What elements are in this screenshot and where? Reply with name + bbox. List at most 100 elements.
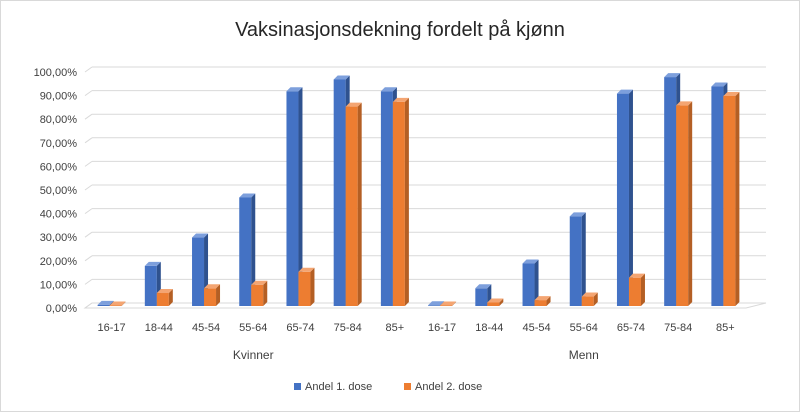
bar-top: [286, 87, 303, 92]
bar-top: [380, 87, 397, 92]
legend-swatch: [404, 383, 411, 390]
x-tick-label: 55-64: [239, 322, 267, 334]
axes: [83, 302, 767, 309]
legend-item: Andel 2. dose: [404, 381, 482, 393]
bar: [581, 292, 598, 306]
legend-label: Andel 2. dose: [415, 381, 482, 393]
y-tick-label: 0,00%: [46, 303, 77, 315]
bar-top: [392, 97, 409, 102]
bar-side: [593, 292, 598, 306]
legend: Andel 1. dose Andel 2. dose: [294, 381, 482, 393]
bar: [251, 280, 268, 306]
bar-front: [616, 93, 629, 306]
bar-front: [109, 305, 122, 307]
x-tick-label: 18-44: [475, 322, 503, 334]
bar-front: [475, 288, 488, 306]
bar-front: [333, 79, 346, 306]
bar-side: [640, 273, 645, 306]
bar-side: [404, 97, 409, 306]
bar-front: [522, 263, 535, 306]
bar: [628, 273, 645, 306]
x-tick-label: 85+: [716, 322, 735, 334]
y-axis-ticks: 0,00% 10,00% 20,00% 30,00% 40,00% 50,00% 60,00…: [34, 67, 78, 315]
bar-top: [522, 259, 539, 264]
gridline-diagonal: [84, 208, 93, 215]
bar: [239, 193, 256, 306]
y-tick-label: 30,00%: [40, 232, 78, 244]
x-tick-label: 16-17: [98, 322, 126, 334]
bar-top: [204, 284, 221, 289]
gridline-diagonal: [84, 184, 93, 191]
bar-front: [97, 304, 110, 306]
bar-front: [144, 265, 157, 306]
x-tick-label: 45-54: [522, 322, 550, 334]
bar-front: [298, 271, 311, 306]
bar-side: [628, 89, 633, 306]
bar-front: [534, 300, 547, 306]
bar: [286, 87, 303, 307]
y-tick-label: 20,00%: [40, 256, 78, 268]
bar-top: [440, 301, 457, 306]
x-tick-label: 18-44: [145, 322, 173, 334]
group-labels: Kvinner Menn: [233, 348, 599, 362]
bar-top: [569, 212, 586, 217]
bar-front: [286, 91, 299, 307]
bar: [440, 301, 457, 307]
bar-front: [428, 305, 441, 306]
bar-front: [192, 237, 205, 306]
bar-front: [156, 293, 169, 306]
bar-front: [664, 77, 677, 306]
bar-side: [534, 259, 539, 306]
bar-front: [345, 106, 358, 306]
bars: [97, 73, 740, 307]
bar: [298, 267, 315, 306]
bar-top: [251, 280, 268, 285]
gridline-diagonal: [84, 231, 93, 238]
bar-top: [192, 233, 209, 238]
bar: [487, 298, 504, 306]
x-tick-label: 45-54: [192, 322, 220, 334]
bar: [156, 289, 173, 306]
bar-top: [581, 292, 598, 297]
bar: [522, 259, 539, 306]
bar-top: [97, 300, 114, 305]
bar-top: [628, 273, 645, 278]
bar-top: [428, 301, 445, 306]
y-tick-label: 100,00%: [34, 67, 78, 79]
bar-side: [121, 301, 126, 306]
bar-top: [144, 261, 161, 266]
bar-front: [380, 91, 393, 307]
bar: [392, 97, 409, 306]
gridline-diagonal: [84, 66, 93, 73]
bar-front: [628, 277, 641, 306]
group-label: Kvinner: [233, 348, 274, 362]
group-label: Menn: [569, 348, 599, 362]
bar: [345, 102, 362, 306]
bar-side: [452, 301, 457, 306]
bar-side: [298, 87, 303, 307]
gridline-diagonal: [84, 113, 93, 120]
bar-front: [440, 305, 453, 307]
y-tick-label: 90,00%: [40, 91, 78, 103]
bar-top: [109, 301, 126, 306]
bar-front: [251, 284, 264, 306]
x-tick-label: 75-84: [334, 322, 362, 334]
y-tick-label: 40,00%: [40, 209, 78, 221]
gridline-diagonal: [84, 137, 93, 144]
bar-top: [333, 75, 350, 80]
bar-front: [487, 302, 500, 306]
bar-side: [251, 193, 256, 306]
gridline-diagonal: [84, 255, 93, 262]
bar-front: [569, 216, 582, 306]
bar-front: [676, 105, 689, 307]
bar-front: [239, 197, 252, 306]
bar-top: [616, 89, 633, 94]
bar-top: [475, 284, 492, 289]
bar: [475, 284, 492, 306]
bar-top: [534, 296, 551, 301]
legend-label: Andel 1. dose: [305, 381, 372, 393]
bar-side: [310, 267, 315, 306]
y-tick-label: 80,00%: [40, 114, 78, 126]
bar-front: [581, 296, 594, 306]
